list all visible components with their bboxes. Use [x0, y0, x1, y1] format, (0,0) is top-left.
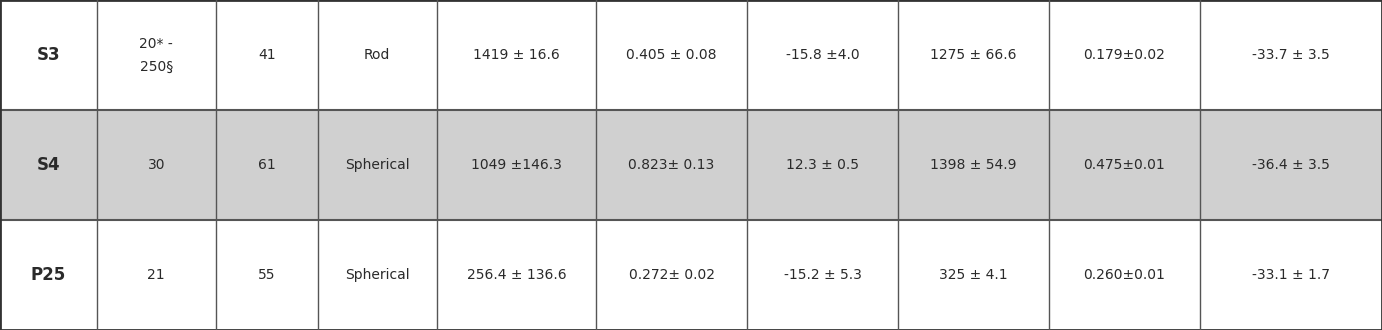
Text: 0.260±0.01: 0.260±0.01 — [1083, 268, 1165, 282]
Text: -33.7 ± 3.5: -33.7 ± 3.5 — [1252, 48, 1329, 62]
Bar — [97, 110, 216, 220]
Bar — [748, 220, 898, 330]
Bar — [318, 220, 437, 330]
Text: 0.179±0.02: 0.179±0.02 — [1083, 48, 1165, 62]
Bar — [898, 110, 1049, 220]
Text: 12.3 ± 0.5: 12.3 ± 0.5 — [786, 158, 860, 172]
Bar — [0, 220, 97, 330]
Bar — [748, 110, 898, 220]
Bar — [97, 0, 216, 110]
Bar — [216, 110, 318, 220]
Bar — [1049, 0, 1200, 110]
Bar — [0, 110, 97, 220]
Bar — [1049, 110, 1200, 220]
Bar — [1200, 0, 1382, 110]
Bar — [318, 0, 437, 110]
Text: S3: S3 — [37, 46, 61, 64]
Bar — [748, 0, 898, 110]
Text: P25: P25 — [30, 266, 66, 284]
Bar — [1049, 220, 1200, 330]
Bar — [898, 0, 1049, 110]
Text: 325 ± 4.1: 325 ± 4.1 — [940, 268, 1007, 282]
Bar — [437, 220, 596, 330]
Bar — [318, 110, 437, 220]
Bar — [1200, 220, 1382, 330]
Bar — [437, 0, 596, 110]
Text: Spherical: Spherical — [346, 268, 409, 282]
Bar — [216, 220, 318, 330]
Text: 55: 55 — [258, 268, 275, 282]
Text: S4: S4 — [37, 156, 61, 174]
Text: 61: 61 — [258, 158, 275, 172]
Text: 41: 41 — [258, 48, 275, 62]
Bar — [216, 0, 318, 110]
Text: Spherical: Spherical — [346, 158, 409, 172]
Bar — [0, 0, 97, 110]
Text: 30: 30 — [148, 158, 164, 172]
Text: -15.2 ± 5.3: -15.2 ± 5.3 — [784, 268, 861, 282]
Text: -15.8 ±4.0: -15.8 ±4.0 — [786, 48, 860, 62]
Bar — [437, 110, 596, 220]
Bar — [596, 0, 748, 110]
Text: 0.823± 0.13: 0.823± 0.13 — [629, 158, 714, 172]
Text: 0.475±0.01: 0.475±0.01 — [1083, 158, 1165, 172]
Text: 256.4 ± 136.6: 256.4 ± 136.6 — [467, 268, 567, 282]
Text: 1398 ± 54.9: 1398 ± 54.9 — [930, 158, 1017, 172]
Text: -33.1 ± 1.7: -33.1 ± 1.7 — [1252, 268, 1329, 282]
Text: 20* -
250§: 20* - 250§ — [140, 37, 173, 73]
Text: 1049 ±146.3: 1049 ±146.3 — [471, 158, 562, 172]
Bar — [596, 220, 748, 330]
Bar — [596, 110, 748, 220]
Bar — [97, 220, 216, 330]
Bar — [1200, 110, 1382, 220]
Text: 1419 ± 16.6: 1419 ± 16.6 — [473, 48, 560, 62]
Text: 0.405 ± 0.08: 0.405 ± 0.08 — [626, 48, 717, 62]
Text: 0.272± 0.02: 0.272± 0.02 — [629, 268, 714, 282]
Text: 21: 21 — [148, 268, 164, 282]
Bar — [898, 220, 1049, 330]
Text: 1275 ± 66.6: 1275 ± 66.6 — [930, 48, 1017, 62]
Text: Rod: Rod — [363, 48, 391, 62]
Text: -36.4 ± 3.5: -36.4 ± 3.5 — [1252, 158, 1329, 172]
